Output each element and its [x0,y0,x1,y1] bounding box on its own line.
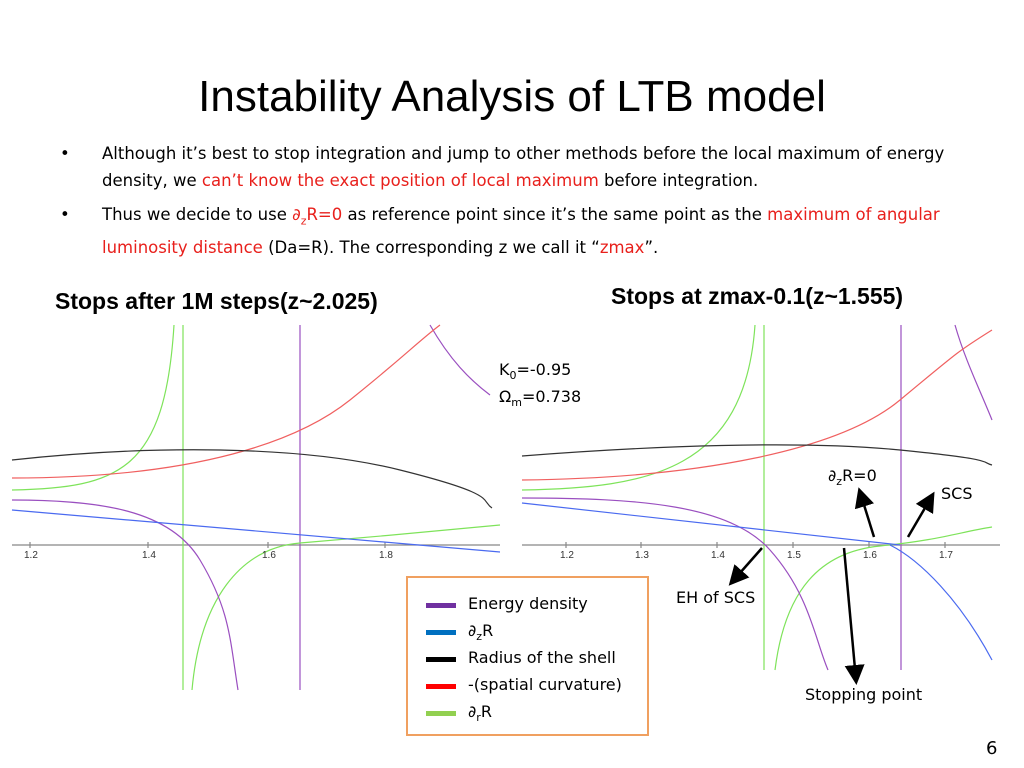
text: ∂ [828,466,837,485]
annotation: EH of SCS [676,588,756,607]
annotation: Stopping point [805,685,923,704]
black-curve [11,449,493,509]
tick-label: 1.5 [787,550,801,561]
bullet-text: Thus we decide to use ∂zR=0 as reference… [102,201,962,261]
highlight: zmax [599,238,645,258]
green-curve [191,524,501,691]
bullet: • Thus we decide to use ∂zR=0 as referen… [60,201,960,257]
symbol: Ω [499,387,512,406]
highlight: can’t know the exact position of local m… [201,171,599,190]
red-curve [521,329,993,481]
swatch [426,711,456,716]
legend: Energy density ∂zR Radius of the shell -… [406,576,649,736]
annotation: ∂zR=0 [828,466,877,488]
text: R [482,621,494,640]
value: =0.738 [521,387,582,406]
legend-label: -(spatial curvature) [468,675,622,694]
purple-curve [521,497,829,671]
slide-title: Instability Analysis of LTB model [198,72,826,121]
tick-label: 1.6 [863,550,877,561]
legend-label: Energy density [468,594,588,613]
swatch [426,684,456,689]
page-number: 6 [986,738,998,759]
text: ∂ [468,702,477,721]
tick-label: 1.3 [635,550,649,561]
green-curve [11,324,175,491]
swatch [426,603,456,608]
bullet-marker: • [60,205,70,224]
subscript: m [511,396,522,410]
tick-label: 1.8 [379,550,393,561]
blue-curve [889,544,993,661]
text: ”. [644,238,659,258]
highlight: R=0 [306,205,343,224]
black-curve [521,444,993,466]
legend-label: Radius of the shell [468,648,616,667]
swatch [426,657,456,662]
green-curve [521,324,756,491]
purple-curve [954,324,993,421]
subscript: r [476,711,481,725]
tick-label: 1.6 [262,550,276,561]
subscript: 0 [509,369,517,383]
legend-label: ∂zR [468,621,493,643]
blue-curve [521,502,901,546]
text: R [480,702,492,721]
text: as reference point since it’s the same p… [342,205,768,224]
purple-curve [11,499,239,691]
text: before integration. [598,171,759,190]
annotation: SCS [941,484,973,503]
right-plot [521,324,1000,685]
tick-label: 1.7 [939,550,953,561]
left-plot [11,324,501,691]
panel-title: Stops at zmax-0.1(z~1.555) [611,283,904,309]
bullet-marker: • [60,144,70,163]
highlight: ∂ [292,205,301,224]
red-curve [11,324,441,479]
highlight: maximum of angular luminosity distance [102,205,940,258]
subscript: z [476,630,483,644]
panel-title: Stops after 1M steps(z~2.025) [55,288,378,314]
subscript: z [836,475,843,489]
parameter: Ωm=0.738 [499,387,581,409]
text: Thus we decide to use [102,205,293,224]
ticks [565,542,946,548]
bullet: • Although it’s best to stop integration… [60,140,960,196]
tick-label: 1.2 [24,550,38,561]
tick-label: 1.4 [142,550,156,561]
parameter: K0=-0.95 [499,360,571,382]
value: =-0.95 [516,360,572,379]
blue-curve [11,509,501,553]
text: ∂ [468,621,477,640]
symbol: K [499,360,510,379]
tick-label: 1.4 [711,550,725,561]
text: R=0 [842,466,877,485]
green-curve [774,526,993,671]
swatch [426,630,456,635]
bullet-text: Although it’s best to stop integration a… [102,140,962,194]
text: (Da=R). The corresponding z we call it “ [262,238,600,258]
arrows [728,487,935,685]
ticks [29,542,386,548]
tick-label: 1.2 [560,550,574,561]
text: Although it’s best to stop integration a… [102,144,945,190]
legend-label: ∂rR [468,702,492,724]
purple-curve [429,324,491,396]
subscript: z [300,214,307,228]
